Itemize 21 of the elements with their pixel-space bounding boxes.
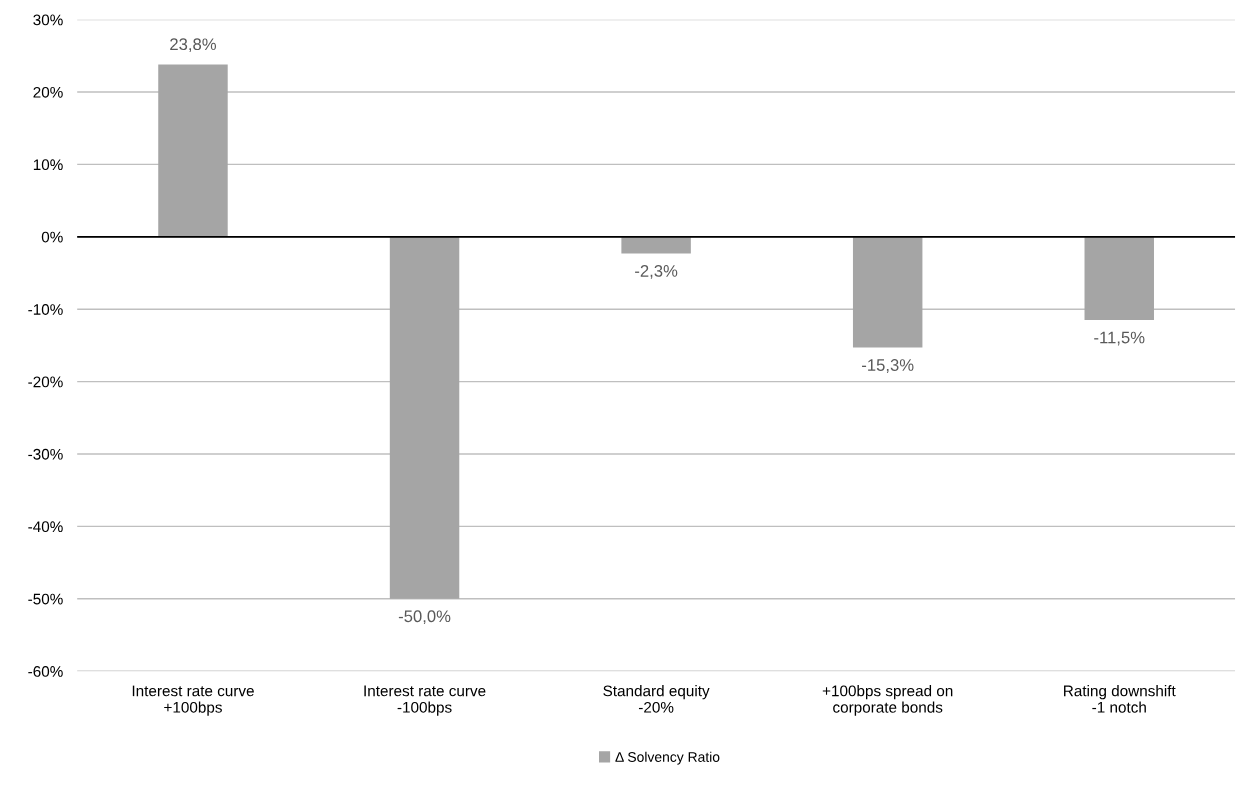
data-label: -11,5%	[1094, 331, 1145, 346]
y-tick-label: -20%	[28, 376, 63, 388]
data-label: -15,3%	[862, 359, 914, 373]
data-label: 23,8%	[170, 38, 217, 53]
data-label: -2,3%	[635, 265, 678, 279]
y-tick-label: 30%	[33, 14, 63, 26]
x-tick-label: Rating downshift -1 notch	[1064, 685, 1176, 713]
y-tick-label: -60%	[28, 666, 63, 677]
x-tick-label: Standard equity -20%	[603, 685, 710, 713]
x-tick-label: Interest rate curve +100bps	[132, 685, 254, 716]
y-tick-label: -50%	[28, 593, 63, 605]
y-tick-label: -40%	[28, 521, 63, 533]
x-tick-label: +100bps spread on corporate bonds	[822, 685, 953, 716]
y-tick-label: 20%	[33, 86, 63, 98]
y-tick-label: 0%	[41, 231, 63, 243]
x-tick-label: Interest rate curve -100bps	[364, 685, 486, 716]
data-label: -50,0%	[398, 610, 451, 625]
y-tick-label: -10%	[28, 304, 63, 315]
legend-label: Δ Solvency Ratio	[615, 751, 720, 765]
y-tick-label: -30%	[28, 448, 63, 460]
y-tick-label: 10%	[33, 159, 63, 171]
